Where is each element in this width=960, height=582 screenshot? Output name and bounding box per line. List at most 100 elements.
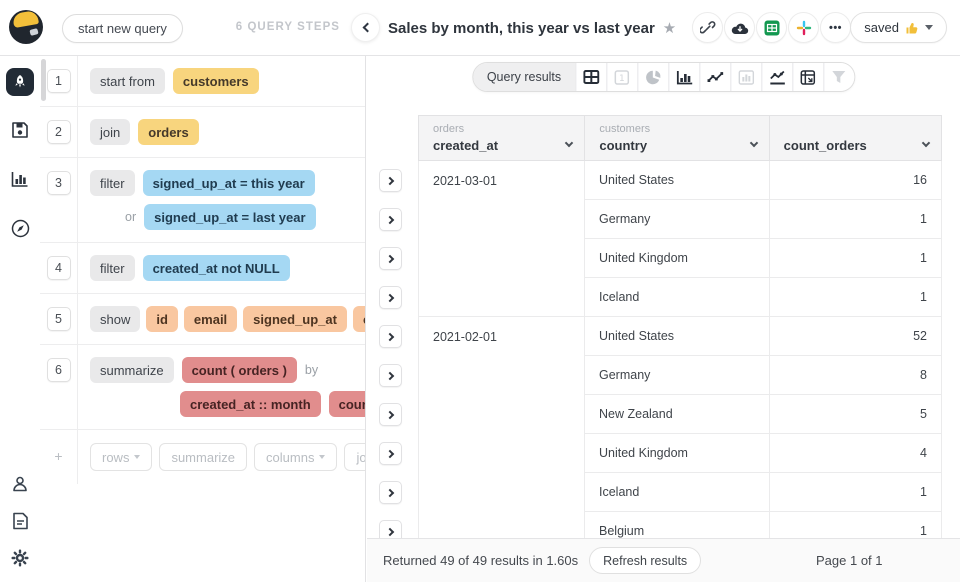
cell-date[interactable] [418, 512, 584, 538]
step-verb-chip[interactable]: filter [90, 170, 135, 196]
table-row[interactable]: 2021-03-01 United States 16 [418, 161, 942, 200]
field-chip[interactable]: id [146, 306, 178, 332]
table-row[interactable]: Iceland 1 [418, 278, 942, 317]
expand-row-button[interactable] [379, 325, 402, 348]
expand-row-button[interactable] [379, 286, 402, 309]
table-row[interactable]: 2021-02-01 United States 52 [418, 317, 942, 356]
cell-count[interactable]: 1 [769, 473, 942, 512]
rail-item-charts[interactable] [9, 168, 31, 190]
cell-count[interactable]: 5 [769, 395, 942, 434]
filter-chip[interactable]: signed_up_at = last year [144, 204, 316, 230]
cell-date[interactable] [418, 356, 584, 395]
viz-tab-number[interactable]: 1 [606, 63, 638, 91]
field-chip[interactable]: signed_up_at [243, 306, 347, 332]
expand-row-button[interactable] [379, 364, 402, 387]
cell-country[interactable]: Germany [584, 356, 769, 395]
viz-tab-row[interactable] [730, 63, 762, 91]
rail-item-query-builder[interactable] [6, 68, 34, 96]
step-verb-chip[interactable]: filter [90, 255, 135, 281]
column-header-created-at[interactable]: orders created_at [419, 116, 584, 160]
refresh-results-button[interactable]: Refresh results [589, 547, 702, 574]
viz-tab-table[interactable] [575, 63, 607, 91]
field-chip[interactable]: country [352, 306, 365, 332]
rail-item-explore[interactable] [9, 217, 31, 239]
expand-row-button[interactable] [379, 208, 402, 231]
cell-country[interactable]: New Zealand [584, 395, 769, 434]
saved-status-button[interactable]: saved [850, 12, 947, 43]
table-row[interactable]: Iceland 1 [418, 473, 942, 512]
add-step-plus[interactable]: + [40, 430, 78, 484]
cell-count[interactable]: 1 [769, 278, 942, 317]
table-row[interactable]: United Kingdom 1 [418, 239, 942, 278]
viz-tab-bar[interactable] [668, 63, 700, 91]
viz-tab-pie[interactable] [637, 63, 669, 91]
rail-item-profile[interactable] [9, 473, 31, 495]
field-chip[interactable]: email [183, 306, 238, 332]
start-new-query-button[interactable]: start new query [62, 14, 183, 43]
cell-count[interactable]: 4 [769, 434, 942, 473]
step-verb-chip[interactable]: show [90, 306, 141, 332]
step-verb-chip[interactable]: summarize [90, 357, 174, 383]
cell-country[interactable]: Iceland [584, 278, 769, 317]
expand-row-button[interactable] [379, 442, 402, 465]
table-row[interactable]: Belgium 1 [418, 512, 942, 538]
cell-country[interactable]: United States [584, 317, 769, 356]
add-rows-button[interactable]: rows [90, 443, 153, 471]
favorite-star-icon[interactable]: ★ [662, 19, 677, 37]
cell-country[interactable]: Germany [584, 200, 769, 239]
filter-chip[interactable]: signed_up_at = this year [142, 170, 315, 196]
rail-item-docs[interactable] [9, 510, 31, 532]
table-row[interactable]: Germany 8 [418, 356, 942, 395]
add-columns-button[interactable]: columns [254, 443, 338, 471]
cell-date[interactable] [418, 239, 584, 278]
cell-count[interactable]: 1 [769, 512, 942, 538]
add-join-table-button[interactable]: join table [344, 443, 365, 471]
table-row[interactable]: Germany 1 [418, 200, 942, 239]
cell-date[interactable]: 2021-03-01 [418, 161, 584, 200]
viz-tab-line[interactable] [699, 63, 731, 91]
slack-button[interactable] [788, 12, 819, 43]
filter-chip[interactable]: created_at not NULL [142, 255, 290, 281]
metric-chip[interactable]: count ( orders ) [181, 357, 297, 383]
cell-count[interactable]: 52 [769, 317, 942, 356]
table-row[interactable]: United Kingdom 4 [418, 434, 942, 473]
collapse-panel-button[interactable] [351, 13, 380, 42]
table-chip-orders[interactable]: orders [138, 119, 199, 145]
more-options-button[interactable]: ••• [820, 12, 851, 43]
cell-country[interactable]: Iceland [584, 473, 769, 512]
viz-tab-query-results[interactable]: Query results [472, 63, 576, 91]
share-link-button[interactable] [692, 12, 723, 43]
column-header-count-orders[interactable]: count_orders [768, 116, 941, 160]
download-button[interactable] [724, 12, 755, 43]
expand-row-button[interactable] [379, 169, 402, 192]
cell-count[interactable]: 16 [769, 161, 942, 200]
expand-row-button[interactable] [379, 481, 402, 504]
app-logo[interactable] [9, 10, 43, 44]
step-verb-chip[interactable]: join [90, 119, 131, 145]
add-summarize-button[interactable]: summarize [159, 443, 248, 471]
expand-row-button[interactable] [379, 247, 402, 270]
cell-count[interactable]: 1 [769, 200, 942, 239]
cell-country[interactable]: United States [584, 161, 769, 200]
cell-country[interactable]: United Kingdom [584, 239, 769, 278]
cell-date[interactable]: 2021-02-01 [418, 317, 584, 356]
table-row[interactable]: New Zealand 5 [418, 395, 942, 434]
cell-date[interactable] [418, 434, 584, 473]
viz-tab-combo[interactable] [761, 63, 793, 91]
expand-row-button[interactable] [379, 403, 402, 426]
grouping-chip[interactable]: country [328, 391, 365, 417]
cell-count[interactable]: 8 [769, 356, 942, 395]
export-sheets-button[interactable] [756, 12, 787, 43]
panel-scrollbar[interactable] [41, 59, 46, 101]
cell-country[interactable]: Belgium [584, 512, 769, 538]
column-header-country[interactable]: customers country [584, 116, 768, 160]
expand-row-button[interactable] [379, 520, 402, 538]
cell-country[interactable]: United Kingdom [584, 434, 769, 473]
rail-item-saved[interactable] [9, 119, 31, 141]
table-chip-customers[interactable]: customers [172, 68, 259, 94]
cell-date[interactable] [418, 200, 584, 239]
cell-date[interactable] [418, 395, 584, 434]
viz-tab-funnel[interactable] [823, 63, 855, 91]
rail-item-settings[interactable] [9, 547, 31, 569]
cell-count[interactable]: 1 [769, 239, 942, 278]
